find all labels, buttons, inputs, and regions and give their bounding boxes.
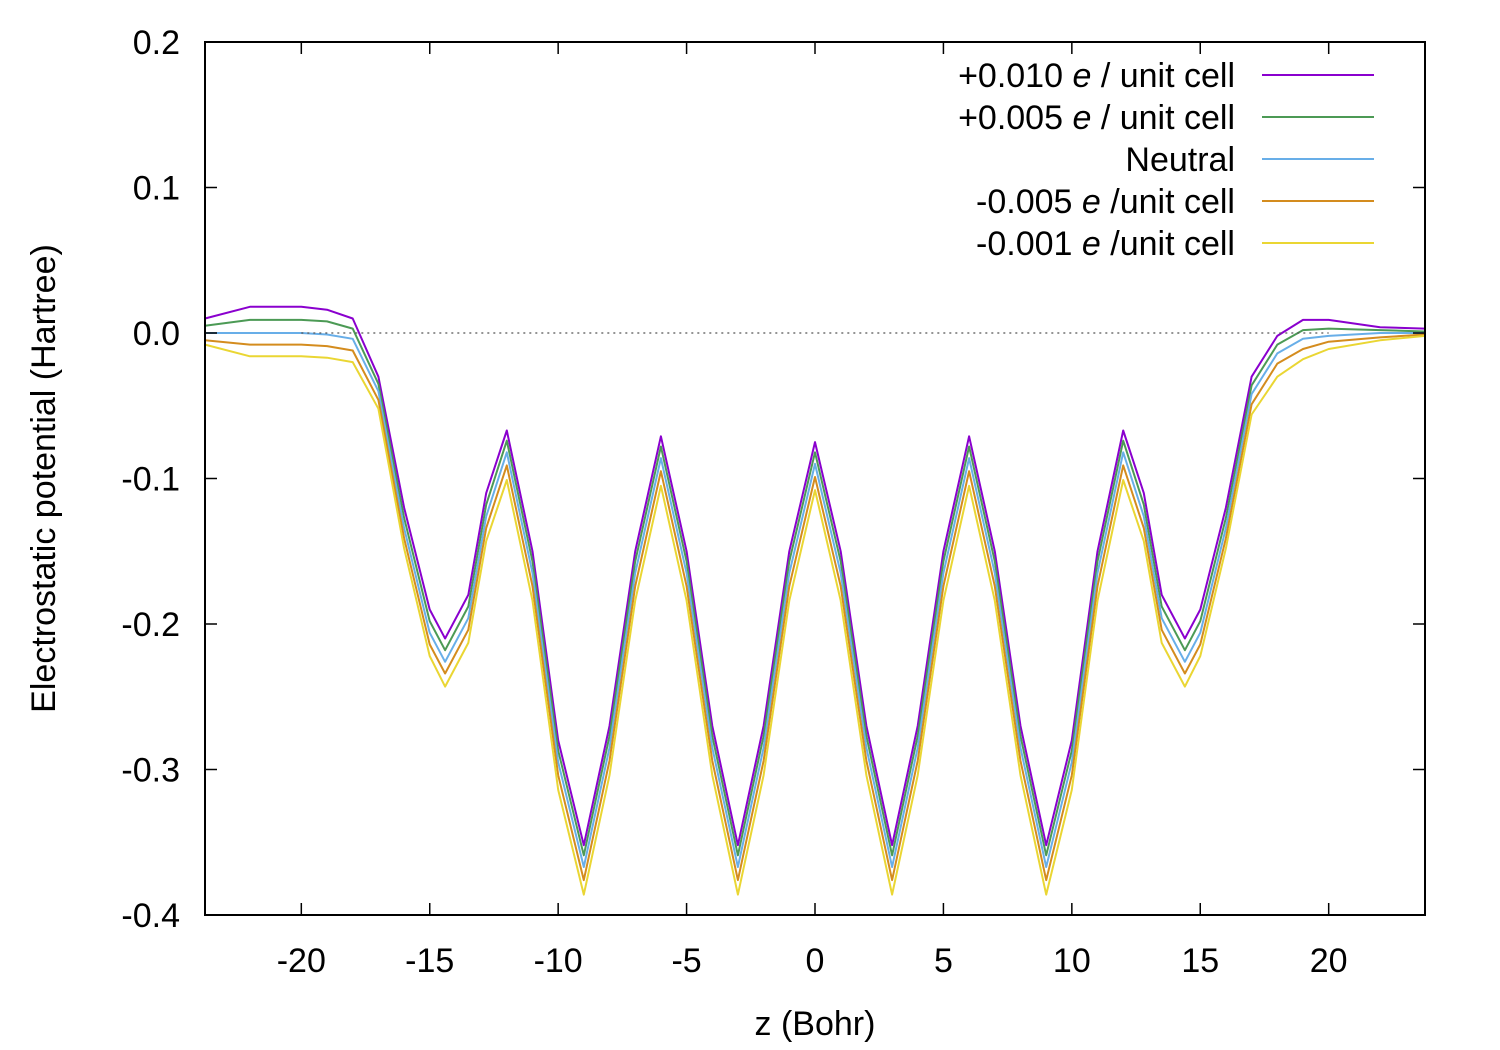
y-tick-label: -0.3 — [121, 752, 180, 790]
y-tick-label: -0.1 — [121, 461, 180, 499]
x-axis: -20 -15 -10 -5 0 5 10 15 20 — [277, 42, 1348, 980]
y-tick-label: 0.0 — [133, 315, 180, 353]
x-tick-label: 20 — [1310, 942, 1348, 980]
legend-label-5: -0.001 e /unit cell — [976, 225, 1235, 263]
x-tick-label: -15 — [405, 942, 454, 980]
y-tick-label: 0.2 — [133, 24, 180, 62]
x-tick-label: 5 — [934, 942, 953, 980]
x-tick-label: 0 — [806, 942, 825, 980]
series-line-4 — [204, 333, 1426, 882]
x-tick-label: 10 — [1053, 942, 1091, 980]
series-line-1 — [204, 305, 1426, 847]
series-line-5 — [204, 334, 1426, 896]
x-tick-label: -20 — [277, 942, 326, 980]
y-tick-label: -0.2 — [121, 606, 180, 644]
y-tick-label: 0.1 — [133, 170, 180, 208]
y-tick-label: -0.4 — [121, 897, 180, 935]
x-axis-title: z (Bohr) — [755, 1005, 876, 1043]
legend-label-3: Neutral — [1125, 141, 1235, 179]
legend-label-1: +0.010 e / unit cell — [958, 57, 1235, 95]
series-layer — [204, 305, 1426, 896]
x-tick-label: -10 — [534, 942, 583, 980]
legend: +0.010 e / unit cell +0.005 e / unit cell… — [958, 57, 1374, 263]
series-line-2 — [204, 318, 1426, 857]
y-axis: 0.2 0.1 0.0 -0.1 -0.2 -0.3 -0.4 — [121, 24, 1425, 935]
legend-label-2: +0.005 e / unit cell — [958, 99, 1235, 137]
x-tick-label: 15 — [1181, 942, 1219, 980]
x-tick-label: -5 — [671, 942, 701, 980]
legend-label-4: -0.005 e /unit cell — [976, 183, 1235, 221]
y-axis-title: Electrostatic potential (Hartree) — [25, 244, 63, 713]
series-line-3 — [205, 332, 1425, 868]
